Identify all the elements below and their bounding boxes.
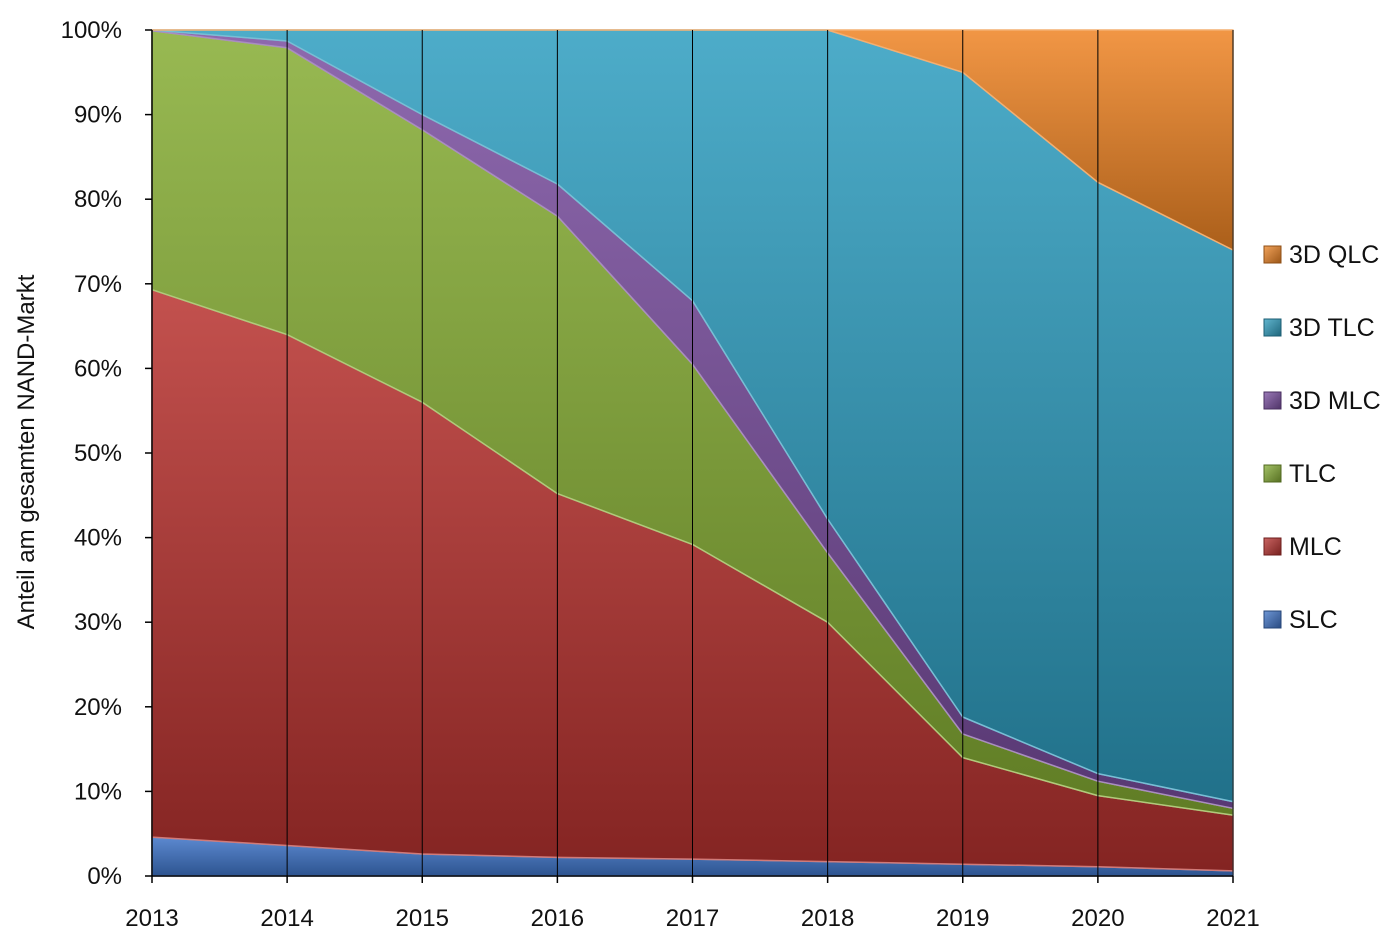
x-tick-label: 2015 <box>396 905 449 932</box>
x-tick-label: 2018 <box>801 905 854 932</box>
x-tick-label: 2013 <box>125 905 178 932</box>
y-tick-label: 50% <box>74 440 122 467</box>
legend-swatch <box>1263 318 1282 337</box>
y-tick-label: 40% <box>74 525 122 552</box>
y-tick-label: 10% <box>74 778 122 805</box>
x-axis-ticks: 2013 2014 2015 2016 2017 2018 2019 2020 2021 <box>125 876 1260 932</box>
x-tick-label: 2016 <box>531 905 584 932</box>
legend-label: TLC <box>1289 460 1336 488</box>
legend: 3D QLC 3D TLC 3D MLC TLC MLC SLC <box>1263 241 1381 634</box>
y-tick-label: 30% <box>74 609 122 636</box>
legend-item-tlc: TLC <box>1263 460 1336 488</box>
legend-swatch <box>1263 391 1282 410</box>
x-tick-label: 2017 <box>666 905 719 932</box>
x-tick-label: 2021 <box>1206 905 1259 932</box>
y-tick-label: 70% <box>74 271 122 298</box>
vertical-gridlines <box>286 30 1234 876</box>
legend-label: MLC <box>1289 533 1342 561</box>
y-axis-title: Anteil am gesamten NAND-Markt <box>13 274 40 629</box>
y-tick-label: 60% <box>74 355 122 382</box>
legend-label: 3D TLC <box>1289 314 1375 342</box>
legend-item-3d-mlc: 3D MLC <box>1263 387 1381 415</box>
legend-item-3d-qlc: 3D QLC <box>1263 241 1379 269</box>
legend-label: 3D QLC <box>1289 241 1379 269</box>
legend-item-3d-tlc: 3D TLC <box>1263 314 1375 342</box>
y-tick-label: 0% <box>87 863 122 890</box>
legend-swatch <box>1263 464 1282 483</box>
legend-item-mlc: MLC <box>1263 533 1342 561</box>
legend-label: 3D MLC <box>1289 387 1381 415</box>
y-axis-ticks: 0% 10% 20% 30% 40% 50% 60% 70% 80% 90% 100% <box>61 17 152 890</box>
legend-swatch <box>1263 245 1282 264</box>
x-tick-label: 2020 <box>1071 905 1124 932</box>
legend-swatch <box>1263 610 1282 629</box>
x-tick-label: 2019 <box>936 905 989 932</box>
legend-swatch <box>1263 537 1282 556</box>
y-tick-label: 80% <box>74 186 122 213</box>
y-tick-label: 90% <box>74 102 122 129</box>
x-tick-label: 2014 <box>260 905 313 932</box>
y-tick-label: 100% <box>61 17 122 44</box>
legend-label: SLC <box>1289 606 1338 634</box>
y-tick-label: 20% <box>74 694 122 721</box>
legend-item-slc: SLC <box>1263 606 1338 634</box>
